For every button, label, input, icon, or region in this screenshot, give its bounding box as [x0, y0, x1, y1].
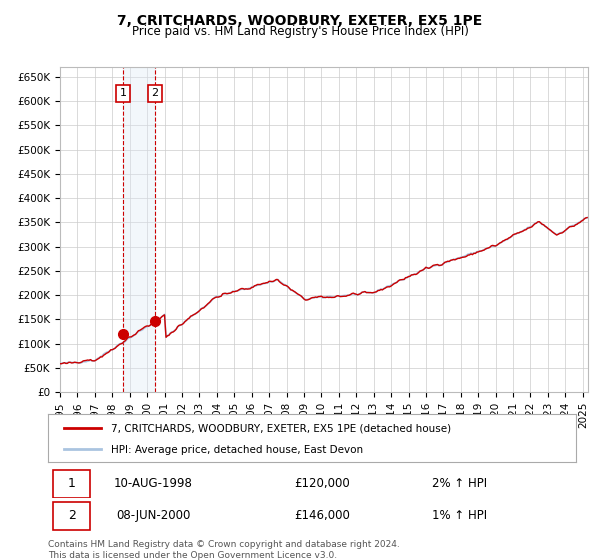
- Text: 2: 2: [68, 509, 76, 522]
- Text: 2% ↑ HPI: 2% ↑ HPI: [432, 477, 487, 491]
- Text: £120,000: £120,000: [295, 477, 350, 491]
- Text: Price paid vs. HM Land Registry's House Price Index (HPI): Price paid vs. HM Land Registry's House …: [131, 25, 469, 38]
- Text: HPI: Average price, detached house, East Devon: HPI: Average price, detached house, East…: [112, 445, 364, 455]
- Text: 10-AUG-1998: 10-AUG-1998: [114, 477, 193, 491]
- Text: Contains HM Land Registry data © Crown copyright and database right 2024.
This d: Contains HM Land Registry data © Crown c…: [48, 540, 400, 560]
- Text: 1: 1: [119, 88, 127, 98]
- Text: £146,000: £146,000: [295, 509, 350, 522]
- FancyBboxPatch shape: [53, 470, 90, 498]
- Text: 7, CRITCHARDS, WOODBURY, EXETER, EX5 1PE (detached house): 7, CRITCHARDS, WOODBURY, EXETER, EX5 1PE…: [112, 424, 451, 433]
- Text: 7, CRITCHARDS, WOODBURY, EXETER, EX5 1PE: 7, CRITCHARDS, WOODBURY, EXETER, EX5 1PE: [118, 14, 482, 28]
- Text: 1% ↑ HPI: 1% ↑ HPI: [432, 509, 487, 522]
- Bar: [123, 67, 155, 392]
- Text: 2: 2: [151, 88, 158, 98]
- Text: 1: 1: [68, 477, 76, 491]
- Text: 08-JUN-2000: 08-JUN-2000: [116, 509, 191, 522]
- FancyBboxPatch shape: [53, 502, 90, 530]
